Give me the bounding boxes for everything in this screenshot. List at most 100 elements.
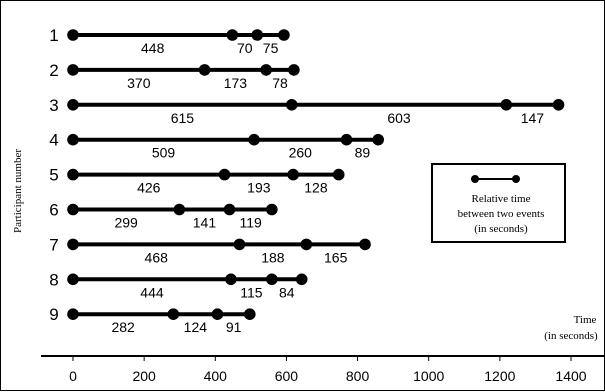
x-tick-label-1400: 1400 xyxy=(555,368,586,384)
legend-end-marker xyxy=(512,175,520,183)
participant-1-event-2 xyxy=(226,29,239,41)
participant-1-interval-3-label: 75 xyxy=(263,40,279,56)
x-tick-label-400: 400 xyxy=(204,368,228,384)
participant-label-6: 6 xyxy=(49,201,58,220)
participant-8-event-3 xyxy=(266,273,278,286)
legend-box: Relative time between two events (in sec… xyxy=(431,163,566,243)
participant-6-interval-1-label: 299 xyxy=(114,215,138,231)
participant-5-event-4 xyxy=(332,168,345,181)
participant-2-interval-3-label: 78 xyxy=(272,75,288,91)
participant-9-interval-3-label: 91 xyxy=(226,319,242,335)
x-axis: 0 200 400 600 800 1000 1200 1400 xyxy=(41,355,605,384)
participant-9-interval-2-label: 124 xyxy=(184,319,208,335)
legend-start-marker xyxy=(471,175,479,183)
x-tick-label-1000: 1000 xyxy=(413,368,444,384)
x-tick-label-1200: 1200 xyxy=(484,368,515,384)
participant-7-event-2 xyxy=(233,238,246,251)
participant-8-event-4 xyxy=(295,273,308,286)
participant-row-2: 2 370 173 78 xyxy=(49,61,300,91)
participant-3-event-1 xyxy=(67,99,79,111)
participant-5-interval-3-label: 128 xyxy=(304,180,328,196)
participant-row-6: 6 299 141 119 xyxy=(49,201,278,231)
participant-2-event-2 xyxy=(198,64,211,76)
participant-1-interval-1-label: 448 xyxy=(141,40,165,56)
participant-2-event-1 xyxy=(67,64,79,76)
participant-7-event-1 xyxy=(67,238,79,251)
legend-line-2: between two events xyxy=(458,208,545,220)
x-tick-label-200: 200 xyxy=(132,368,156,384)
participant-row-5: 5 426 193 128 xyxy=(49,166,345,196)
participant-1-event-1 xyxy=(67,29,79,41)
participant-6-interval-3-label: 119 xyxy=(240,215,263,231)
participant-3-event-3 xyxy=(500,99,513,111)
participant-row-4: 4 509 260 89 xyxy=(49,131,385,161)
participant-2-interval-2-label: 173 xyxy=(224,75,248,91)
participant-4-interval-3-label: 89 xyxy=(355,145,371,161)
participant-8-interval-1-label: 444 xyxy=(140,284,164,300)
participant-9-interval-1-label: 282 xyxy=(111,319,135,335)
legend-border xyxy=(431,163,566,243)
participant-4-event-4 xyxy=(372,133,385,146)
participant-8-event-1 xyxy=(67,273,79,286)
participant-4-event-2 xyxy=(248,133,260,146)
legend-line-3: (in seconds) xyxy=(474,223,528,235)
participants-layer: 1 448 70 75 2 370 173 78 3 615 603 147 4 509 260 89 5 426… xyxy=(49,26,565,335)
participant-4-interval-1-label: 509 xyxy=(152,145,176,161)
participant-5-event-1 xyxy=(67,168,79,181)
participant-label-9: 9 xyxy=(49,305,58,324)
participant-label-4: 4 xyxy=(49,131,58,150)
x-axis-label-line-1: Time xyxy=(574,314,597,326)
participant-8-event-2 xyxy=(225,273,237,286)
participant-1-event-3 xyxy=(251,29,264,41)
participant-2-event-3 xyxy=(260,64,272,76)
participant-5-interval-1-label: 426 xyxy=(137,180,161,196)
participant-9-event-2 xyxy=(167,308,180,321)
participant-1-interval-2-label: 70 xyxy=(237,40,253,56)
participant-9-event-3 xyxy=(211,308,224,321)
participant-4-event-1 xyxy=(67,133,79,146)
participant-4-interval-2-label: 260 xyxy=(289,145,313,161)
participant-label-5: 5 xyxy=(49,166,58,185)
x-axis-label-line-2: (in seconds) xyxy=(544,330,598,342)
participant-7-interval-2-label: 188 xyxy=(261,249,285,265)
participant-6-event-2 xyxy=(173,203,186,216)
participant-1-event-4 xyxy=(278,29,290,41)
legend-line-1: Relative time xyxy=(472,193,531,205)
participant-label-7: 7 xyxy=(49,235,58,254)
participant-7-interval-3-label: 165 xyxy=(324,249,348,265)
participant-row-9: 9 282 124 91 xyxy=(49,305,256,335)
participant-6-event-1 xyxy=(67,203,79,216)
participant-7-event-3 xyxy=(300,238,313,251)
participant-9-event-4 xyxy=(243,308,256,321)
x-tick-label-800: 800 xyxy=(346,368,370,384)
participant-6-event-3 xyxy=(223,203,236,216)
participant-label-1: 1 xyxy=(49,26,58,45)
participant-3-interval-3-label: 147 xyxy=(521,110,545,126)
participant-label-2: 2 xyxy=(49,61,58,80)
participant-8-interval-3-label: 84 xyxy=(279,284,295,300)
participant-row-8: 8 444 115 84 xyxy=(49,270,308,300)
participant-9-event-1 xyxy=(67,308,79,321)
participant-8-interval-2-label: 115 xyxy=(240,284,263,300)
participant-7-event-4 xyxy=(359,238,371,251)
participant-3-interval-1-label: 615 xyxy=(171,110,195,126)
x-tick-label-600: 600 xyxy=(275,368,299,384)
participant-label-3: 3 xyxy=(49,96,58,115)
participant-7-interval-1-label: 468 xyxy=(145,249,169,265)
participant-row-7: 7 468 188 165 xyxy=(49,235,371,265)
x-tick-label-0: 0 xyxy=(69,368,77,384)
participant-6-event-4 xyxy=(266,203,278,216)
participant-row-1: 1 448 70 75 xyxy=(49,26,290,56)
participant-6-interval-2-label: 141 xyxy=(193,215,217,231)
participant-5-event-3 xyxy=(287,168,299,181)
participant-2-interval-1-label: 370 xyxy=(127,75,151,91)
participant-3-interval-2-label: 603 xyxy=(387,110,411,126)
participant-3-event-4 xyxy=(552,99,565,111)
participant-5-event-2 xyxy=(218,168,231,181)
participant-4-event-3 xyxy=(340,133,353,146)
participant-5-interval-2-label: 193 xyxy=(247,180,271,196)
participant-3-event-2 xyxy=(285,99,298,111)
participant-2-event-4 xyxy=(288,64,300,76)
